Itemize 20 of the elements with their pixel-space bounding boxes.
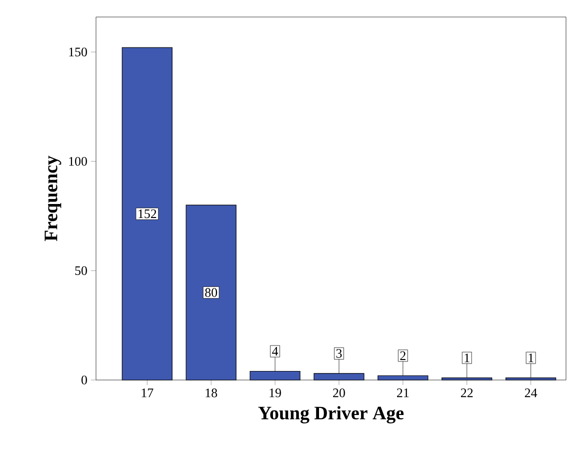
- y-tick-label: 150: [69, 48, 87, 56]
- y-axis-title: Frequency: [44, 156, 62, 242]
- data-label: 2: [400, 351, 406, 360]
- data-label: 3: [336, 349, 342, 358]
- x-tick-label: 21: [397, 388, 409, 398]
- data-label: 152: [138, 209, 156, 218]
- data-label: 80: [205, 288, 218, 297]
- x-axis-title: Young Driver Age: [258, 406, 404, 424]
- data-label: 4: [272, 347, 278, 356]
- x-tick-label: 22: [460, 388, 473, 398]
- y-tick-label: 100: [69, 156, 87, 166]
- data-label: 1: [464, 354, 470, 362]
- data-label: 1: [528, 354, 534, 362]
- x-tick-label: 18: [206, 388, 218, 398]
- x-tick-label: 17: [142, 388, 154, 398]
- x-tick-label: 19: [270, 388, 281, 398]
- x-tick-label: 20: [333, 388, 345, 398]
- x-tick-label: 24: [524, 388, 538, 398]
- y-tick-label: 0: [82, 376, 87, 384]
- y-tick-label: 50: [75, 266, 87, 276]
